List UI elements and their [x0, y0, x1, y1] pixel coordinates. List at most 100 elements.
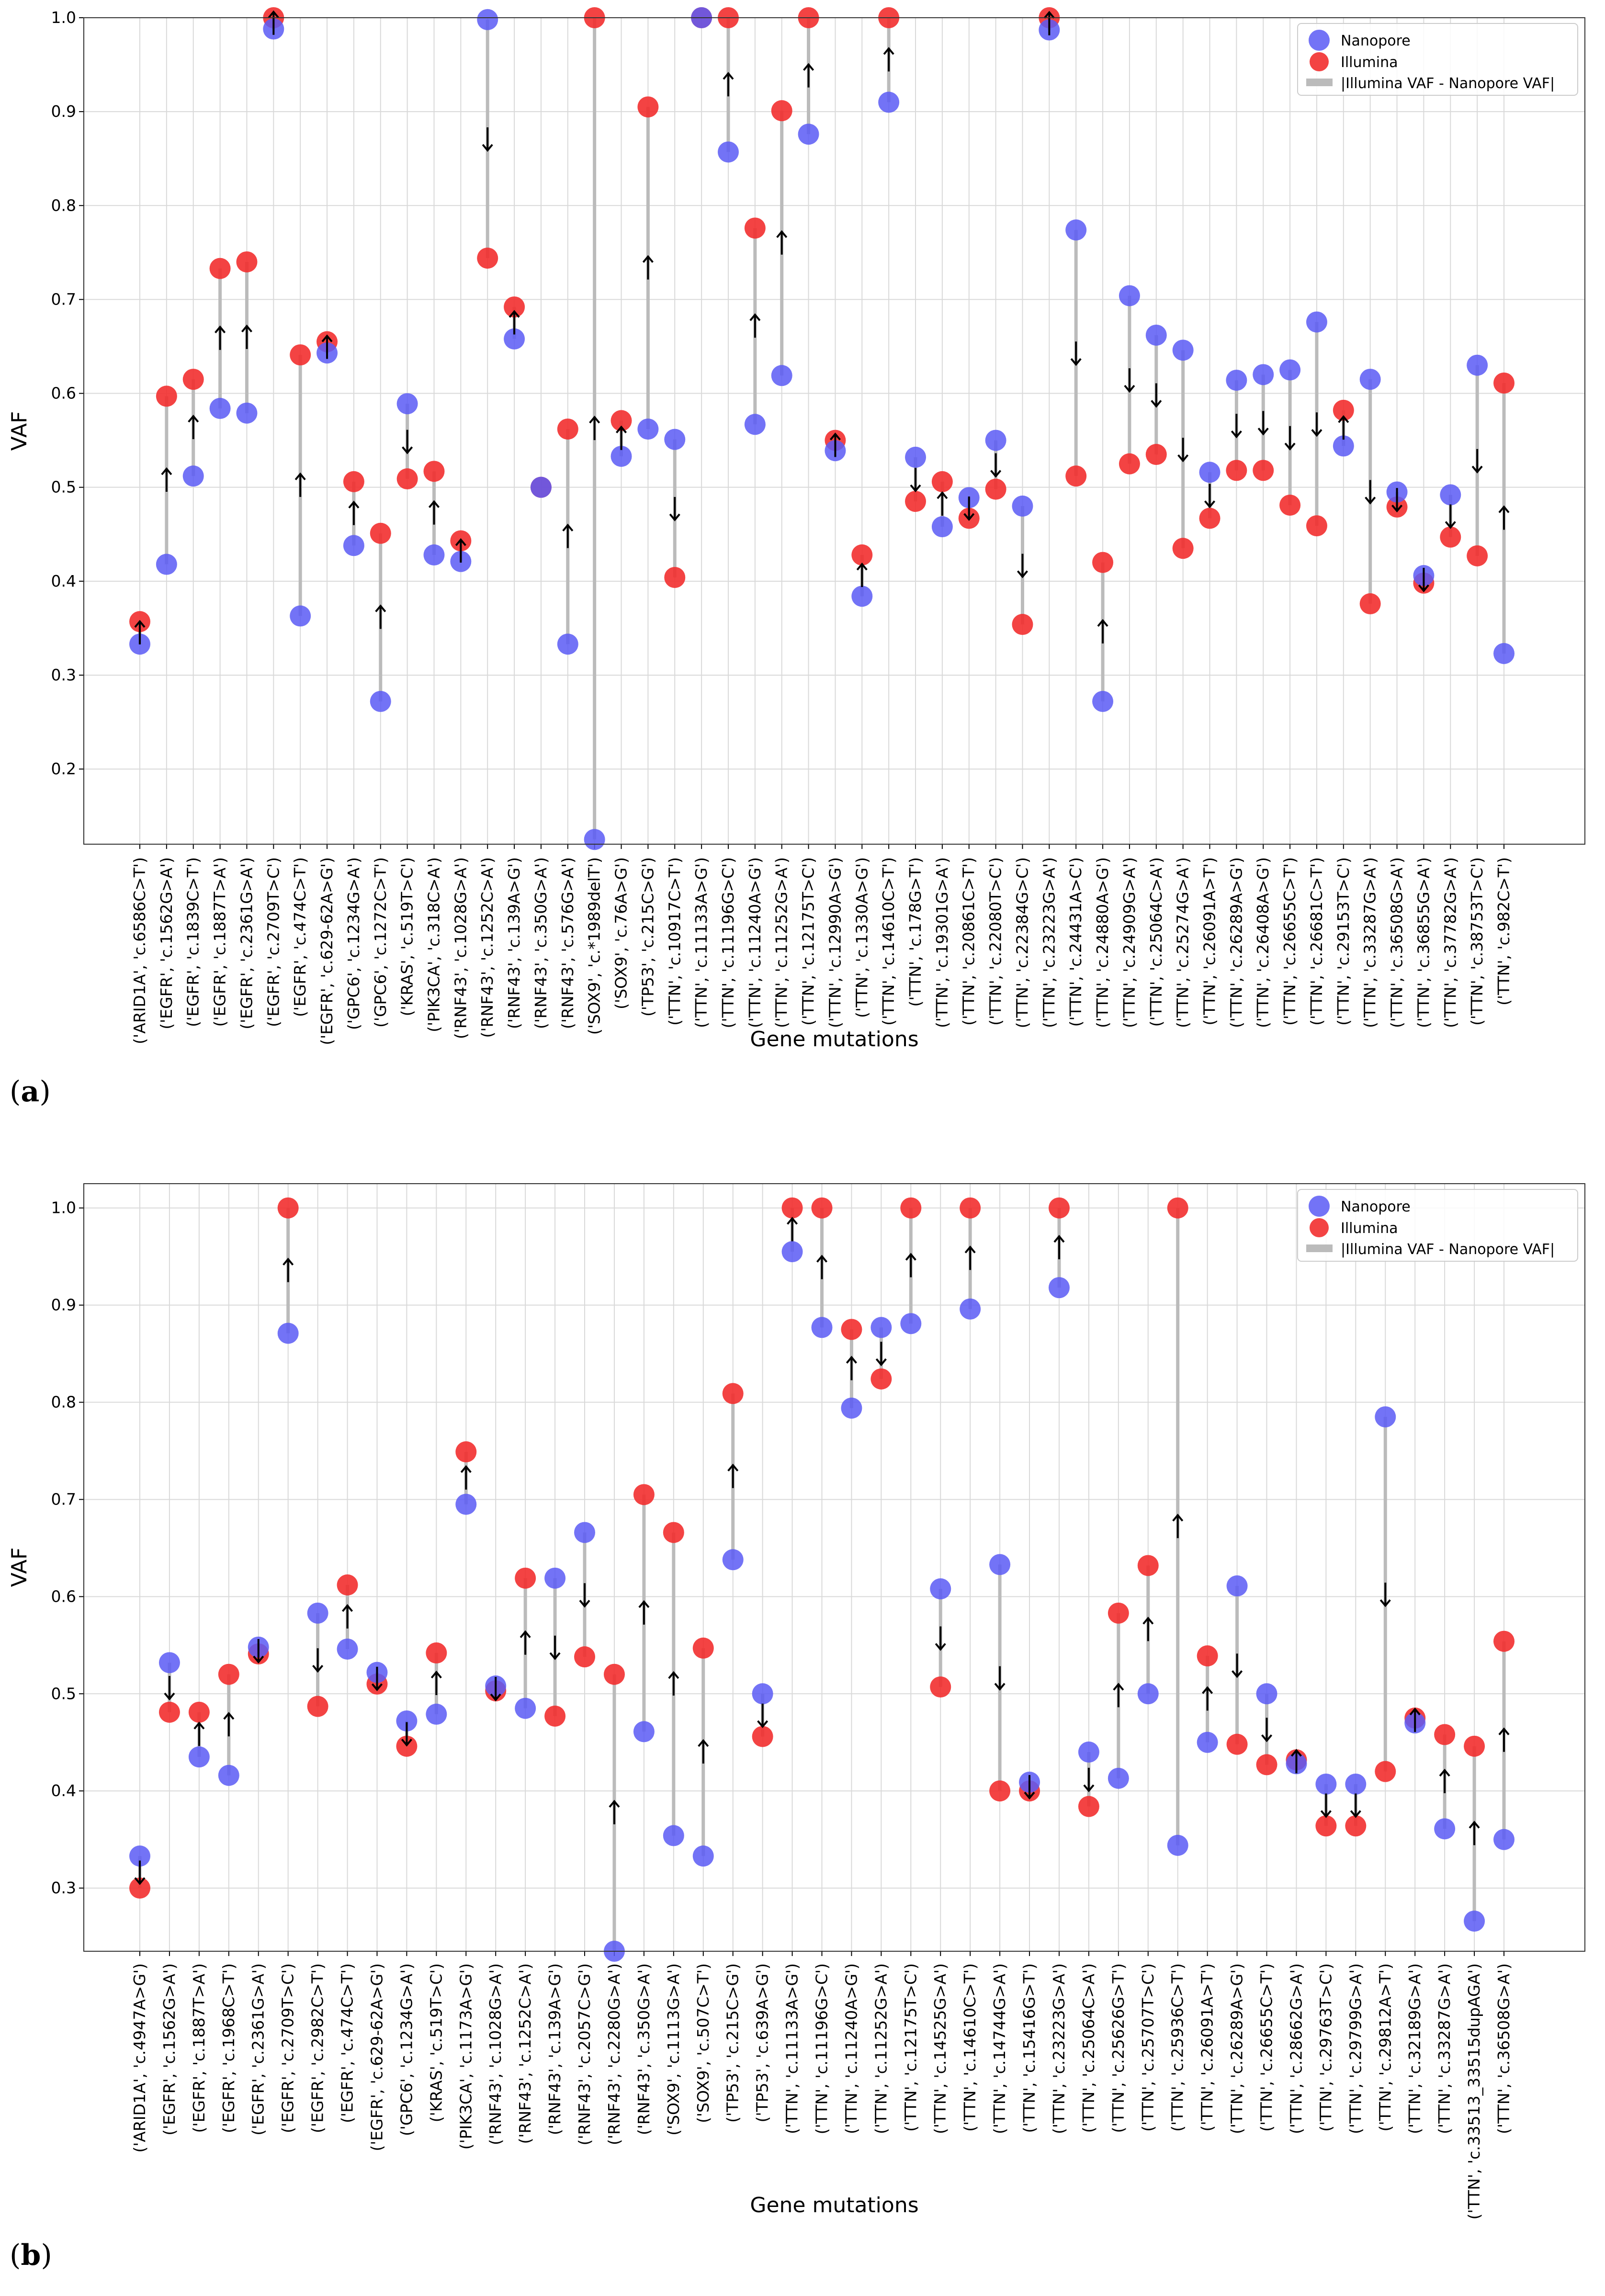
nanopore-point	[633, 1721, 655, 1742]
legend-box	[1297, 1189, 1578, 1262]
nanopore-point	[692, 1845, 714, 1867]
x-tick-label: ('TTN', 'c.11240A>G')	[842, 1963, 860, 2134]
x-tick-label: ('TTN', 'c.11196G>C')	[719, 857, 737, 1028]
x-tick-label: ('TTN', 'c.14610C>T')	[879, 857, 898, 1026]
nanopore-point	[209, 397, 231, 419]
x-tick-label: ('TTN', 'c.26408A>G')	[1254, 857, 1272, 1028]
direction-arrow	[757, 1703, 769, 1729]
x-tick-label: ('RNF43', 'c.2280G>A')	[605, 1963, 623, 2145]
nanopore-point	[1315, 1773, 1337, 1795]
x-tick-label: ('RNF43', 'c.350G>A')	[531, 857, 550, 1029]
y-axis-label: VAF	[7, 411, 32, 451]
x-tick-label: ('TTN', 'c.1330A>G')	[852, 857, 871, 1018]
y-tick-label: 0.5	[51, 478, 76, 497]
x-tick-label: ('RNF43', 'c.1252C>A')	[516, 1963, 534, 2144]
direction-arrow	[188, 415, 199, 440]
illumina-point	[1359, 593, 1381, 614]
nanopore-point	[931, 516, 953, 538]
legend-illumina-label: Illumina	[1341, 54, 1398, 71]
panel-label-a: (a)	[10, 1075, 51, 1108]
legend-difference-label: |Illumina VAF - Nanopore VAF|	[1341, 75, 1555, 92]
nanopore-point	[1199, 462, 1221, 483]
y-tick-label: 0.9	[51, 1296, 76, 1314]
x-tick-label: ('TTN', 'c.36508G>A')	[1494, 1963, 1513, 2134]
direction-arrow	[609, 1799, 620, 1824]
direction-arrow	[1290, 1749, 1302, 1774]
illumina-point	[931, 471, 953, 492]
nanopore-point	[870, 1317, 892, 1338]
plot-frame	[83, 1183, 1585, 1952]
illumina-point	[504, 296, 525, 318]
plot-area	[84, 1184, 1585, 1951]
x-tick-label: ('TTN', 'c.11252G>A')	[772, 857, 791, 1028]
illumina-point	[1315, 1815, 1337, 1837]
illumina-point	[781, 1197, 803, 1219]
illumina-point	[841, 1319, 862, 1340]
direction-arrow	[348, 500, 360, 525]
nanopore-point	[1493, 643, 1515, 664]
x-tick-label: ('EGFR', 'c.629-62A>G')	[367, 1963, 386, 2151]
illumina-point	[396, 468, 418, 490]
x-tick-label: ('TTN', 'c.14744G>A')	[990, 1963, 1009, 2134]
direction-arrow	[134, 1860, 146, 1885]
direction-arrow	[490, 1677, 501, 1702]
x-tick-label: ('RNF43', 'c.1028G>A')	[451, 857, 470, 1039]
y-tick-label: 1.0	[51, 1199, 76, 1217]
illumina-point	[129, 1878, 150, 1899]
direction-arrow	[342, 1604, 353, 1629]
x-tick-label: ('TTN', 'c.33513_33515dupAGA')	[1465, 1963, 1483, 2219]
direction-arrow	[375, 604, 386, 629]
panel-label-b: (b)	[10, 2239, 52, 2272]
direction-arrow	[1261, 1718, 1273, 1742]
nanopore-point	[337, 1638, 358, 1660]
nanopore-point	[396, 1710, 418, 1732]
illumina-point	[1199, 508, 1221, 529]
illumina-point	[277, 1197, 299, 1219]
direction-arrow	[816, 1255, 828, 1279]
x-tick-label: ('TTN', 'c.11196G>C')	[813, 1963, 831, 2134]
illumina-point	[1253, 460, 1274, 481]
illumina-point	[574, 1646, 596, 1668]
nanopore-point	[343, 535, 364, 556]
direction-arrow	[935, 1626, 946, 1651]
nanopore-point	[1092, 690, 1114, 712]
legend-difference-label: |Illumina VAF - Nanopore VAF|	[1341, 1241, 1555, 1258]
illumina-point	[744, 217, 766, 239]
direction-arrow	[1257, 411, 1269, 436]
illumina-point	[1226, 1733, 1248, 1755]
legend-difference-marker	[1306, 79, 1333, 86]
direction-arrow	[642, 255, 654, 280]
x-tick-label: ('TTN', 'c.26289A>G')	[1227, 857, 1245, 1028]
y-tick-label: 0.5	[51, 1684, 76, 1703]
nanopore-point	[584, 829, 605, 850]
direction-arrow	[1097, 619, 1108, 644]
x-tick-label: ('TTN', 'c.23223G>A')	[1050, 1963, 1068, 2134]
illumina-point	[930, 1676, 951, 1698]
nanopore-point	[557, 633, 578, 655]
direction-arrow	[615, 425, 627, 450]
nanopore-point	[811, 1317, 833, 1338]
legend-illumina-marker	[1310, 1218, 1329, 1237]
x-tick-label: ('TTN', 'c.36855G>A')	[1414, 857, 1433, 1028]
nanopore-point	[188, 1746, 210, 1768]
y-tick-label: 0.6	[51, 384, 76, 403]
direction-arrow	[1471, 449, 1483, 474]
x-tick-label: ('EGFR', 'c.629-62A>G')	[317, 857, 336, 1045]
x-tick-label: ('EGFR', 'c.1839C>T')	[184, 857, 203, 1027]
direction-arrow	[1124, 368, 1135, 393]
direction-arrow	[1350, 1793, 1361, 1818]
direction-arrow	[1017, 554, 1029, 578]
illumina-point	[1137, 1555, 1159, 1576]
direction-arrow	[579, 1583, 590, 1608]
nanopore-point	[156, 554, 177, 575]
x-tick-label: ('TTN', 'c.24909G>A')	[1120, 857, 1139, 1028]
chart-panel-a: 0.2 0.3 0.4 0.5 0.6 0.7 0.8 0.9 1.0 ('ARID1A', 'c…	[7, 7, 1585, 1052]
nanopore-point	[1048, 1277, 1070, 1299]
nanopore-point	[1464, 1911, 1485, 1932]
direction-arrow	[1409, 1707, 1421, 1732]
direction-arrow	[1151, 383, 1162, 408]
direction-arrow	[164, 1676, 175, 1701]
nanopore-point	[878, 91, 900, 113]
x-tick-label: ('EGFR', 'c.2709T>C')	[264, 857, 283, 1027]
illumina-point	[544, 1705, 566, 1727]
